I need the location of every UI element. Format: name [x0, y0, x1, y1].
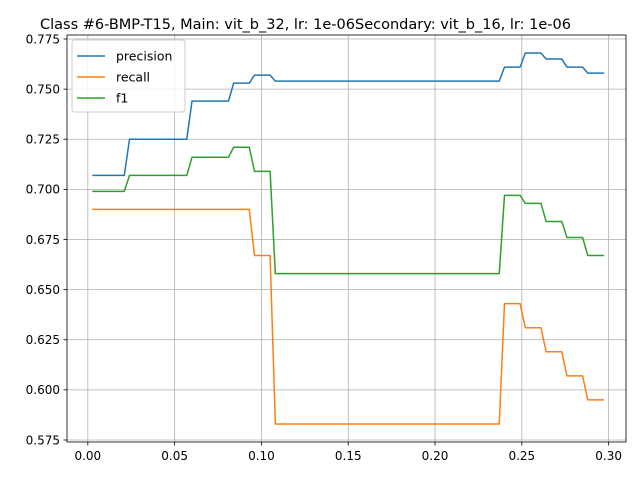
x-tick-label: 0.30	[595, 449, 622, 463]
y-tick-label: 0.600	[26, 383, 60, 397]
y-tick-label: 0.725	[26, 133, 60, 147]
grid-layer	[67, 35, 626, 442]
series-line-precision	[92, 52, 605, 177]
legend-label-precision: precision	[116, 49, 172, 64]
legend-label-f1: f1	[116, 91, 128, 106]
y-tick-label: 0.575	[26, 433, 60, 447]
x-tick-label: 0.25	[508, 449, 535, 463]
y-tick-label: 0.650	[26, 283, 60, 297]
y-tick-label: 0.625	[26, 333, 60, 347]
x-tick-label: 0.00	[74, 449, 101, 463]
x-tick-label: 0.20	[422, 449, 449, 463]
tick-layer: 0.00 0.05 0.10 0.15 0.20 0.25 0.30 0.575 0.600 0.…	[26, 32, 622, 463]
legend-label-recall: recall	[116, 70, 150, 85]
chart-title: Class #6-BMP-T15, Main: vit_b_32, lr: 1e…	[40, 17, 571, 33]
series-line-f1	[92, 146, 605, 275]
legend-items: precision recall f1	[77, 49, 172, 106]
series-layer	[92, 52, 605, 425]
y-tick-label: 0.775	[26, 32, 60, 46]
legend: precision recall f1	[71, 39, 186, 113]
x-tick-label: 0.05	[161, 449, 188, 463]
series-line-recall	[92, 208, 605, 425]
legend-box	[71, 39, 186, 113]
plot-frame	[66, 34, 627, 443]
x-tick-label: 0.10	[248, 449, 275, 463]
x-tick-label: 0.15	[335, 449, 362, 463]
y-tick-label: 0.675	[26, 233, 60, 247]
y-tick-label: 0.700	[26, 183, 60, 197]
y-tick-label: 0.750	[26, 82, 60, 96]
